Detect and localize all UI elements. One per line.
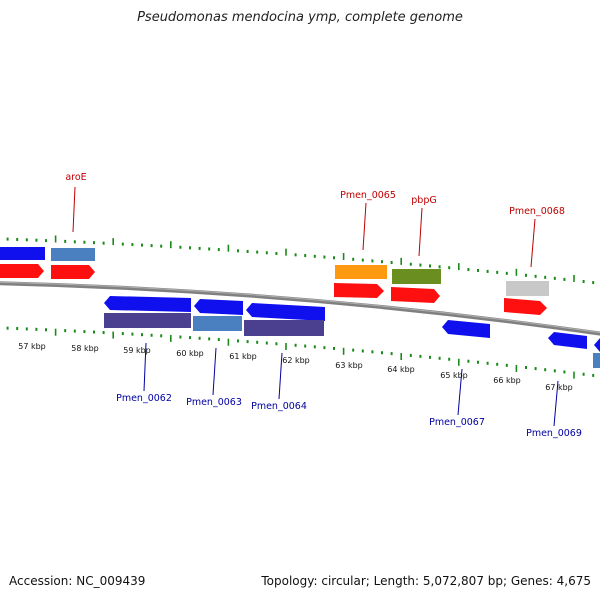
kbp-label: 64 kbp <box>387 365 415 374</box>
forward-gene-track <box>0 264 547 315</box>
gene-arrow-forward[interactable] <box>334 283 384 298</box>
gene-arrow-reverse[interactable] <box>548 332 587 349</box>
kbp-scale-labels: 57 kbp 58 kbp 59 kbp 60 kbp 61 kbp 62 kbp 63 k… <box>18 342 573 392</box>
kbp-label: 58 kbp <box>71 344 99 353</box>
gene-arrow-forward[interactable] <box>391 287 440 303</box>
gene-arrow-forward[interactable] <box>51 265 95 279</box>
kbp-label: 59 kbp <box>123 346 151 355</box>
label-leader-line <box>418 207 423 257</box>
gene-label-pmen-0064[interactable]: Pmen_0064 <box>251 401 307 412</box>
gene-arrow-reverse[interactable] <box>594 338 600 354</box>
cds-block[interactable] <box>244 320 324 336</box>
cds-block[interactable] <box>51 248 95 261</box>
accession-text: Accession: NC_009439 <box>9 574 146 588</box>
reverse-gene-labels: Pmen_0062 Pmen_0063 Pmen_0064 Pmen_0067 … <box>116 342 582 439</box>
cds-block[interactable] <box>335 265 387 279</box>
gene-label-pmen-0069[interactable]: Pmen_0069 <box>526 428 582 439</box>
label-leader-line <box>362 202 367 251</box>
kbp-label: 65 kbp <box>440 371 468 380</box>
forward-gene-labels: aroE Pmen_0065 pbpG Pmen_0068 <box>65 172 565 268</box>
tick-track-lower <box>6 326 595 379</box>
kbp-label: 57 kbp <box>18 342 46 351</box>
gene-arrow-reverse[interactable] <box>194 299 243 315</box>
label-leader-line <box>278 352 283 400</box>
label-leader-line <box>457 368 463 416</box>
label-leader-line <box>212 347 217 396</box>
gene-arrow-reverse[interactable] <box>246 303 325 321</box>
cds-block[interactable] <box>593 353 600 368</box>
kbp-label: 63 kbp <box>335 361 363 370</box>
gene-label-aroE[interactable]: aroE <box>65 172 86 183</box>
genome-backbone-highlight <box>0 281 600 334</box>
map-title: Pseudomonas mendocina ymp, complete geno… <box>137 10 463 25</box>
cds-block[interactable] <box>392 269 441 284</box>
gene-label-pmen-0068[interactable]: Pmen_0068 <box>509 206 565 217</box>
label-leader-line <box>72 186 76 233</box>
gene-arrow-reverse[interactable] <box>442 320 490 338</box>
tick-track-upper <box>6 235 595 285</box>
kbp-label: 60 kbp <box>176 349 204 358</box>
kbp-label: 67 kbp <box>545 383 573 392</box>
kbp-label: 61 kbp <box>229 352 257 361</box>
gene-label-pmen-0063[interactable]: Pmen_0063 <box>186 397 242 408</box>
cds-block[interactable] <box>104 313 191 328</box>
cds-block[interactable] <box>506 281 549 296</box>
cds-block[interactable] <box>0 247 45 260</box>
gene-label-pmen-0062[interactable]: Pmen_0062 <box>116 393 172 404</box>
gene-label-pmen-0067[interactable]: Pmen_0067 <box>429 417 485 428</box>
kbp-label: 62 kbp <box>282 356 310 365</box>
label-leader-line <box>553 380 559 427</box>
kbp-label: 66 kbp <box>493 376 521 385</box>
reverse-cds-track <box>104 313 600 368</box>
forward-cds-track <box>0 247 549 296</box>
gene-arrow-reverse[interactable] <box>104 296 191 312</box>
gene-arrow-forward[interactable] <box>0 264 44 278</box>
gene-label-pmen-0065[interactable]: Pmen_0065 <box>340 190 396 201</box>
gene-arrow-forward[interactable] <box>504 298 547 315</box>
cds-block[interactable] <box>193 316 242 331</box>
label-leader-line <box>530 218 536 268</box>
gene-label-pbpG[interactable]: pbpG <box>411 195 436 206</box>
genome-backbone <box>0 281 600 336</box>
label-leader-line <box>143 342 147 392</box>
genome-summary-text: Topology: circular; Length: 5,072,807 bp… <box>261 574 591 588</box>
reverse-gene-track <box>104 296 600 354</box>
